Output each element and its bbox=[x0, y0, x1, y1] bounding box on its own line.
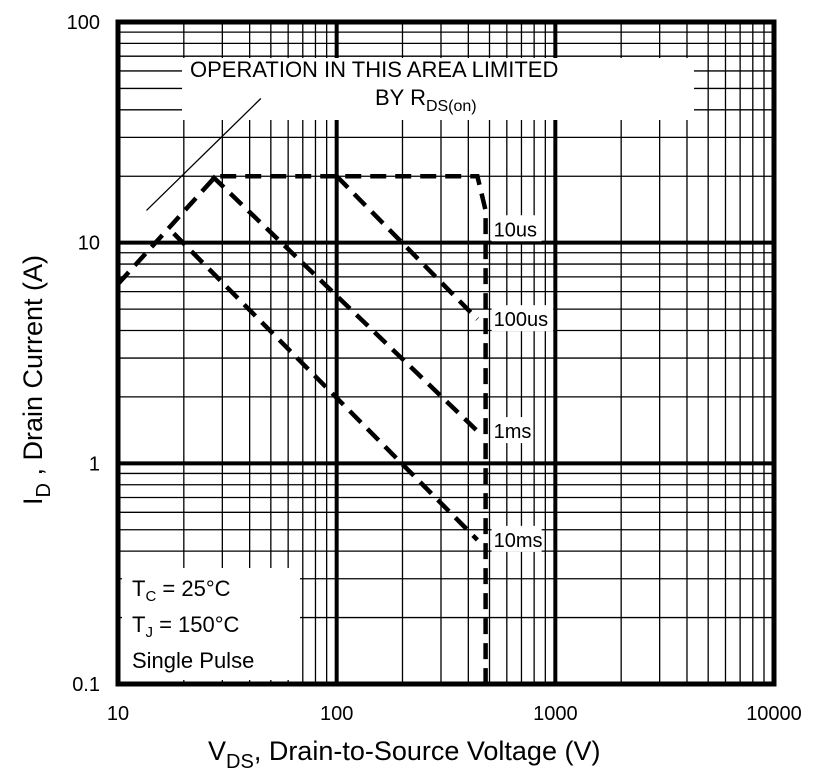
x-axis-title: VDS, Drain-to-Source Voltage (V) bbox=[208, 736, 600, 773]
curve-10us bbox=[116, 173, 488, 684]
y-axis-title: ID , Drain Current (A) bbox=[18, 255, 55, 505]
curve-label-bg bbox=[491, 215, 542, 242]
annotation-box bbox=[182, 58, 694, 120]
rds-on-limit-line bbox=[146, 98, 262, 211]
rds-on-line bbox=[146, 98, 262, 211]
curve-label-100us: 100us bbox=[494, 309, 549, 331]
x-tick-labels: 10 100 1000 10000 bbox=[107, 703, 802, 725]
annotation-line2-sub: DS(on) bbox=[426, 98, 477, 115]
conditions-box bbox=[122, 568, 300, 680]
curve-100us bbox=[335, 174, 480, 321]
curve-label-10us: 10us bbox=[494, 219, 537, 241]
y-tick-label: 0.1 bbox=[72, 674, 100, 696]
y-tick-label: 1 bbox=[89, 453, 100, 475]
x-tick-label: 100 bbox=[320, 703, 353, 725]
curve-label-bg bbox=[491, 305, 554, 332]
y-tick-label: 100 bbox=[67, 12, 100, 34]
curve-label-bg bbox=[491, 417, 531, 444]
condition-tc: TC = 25°C bbox=[132, 576, 231, 605]
curve-label-bg bbox=[491, 525, 542, 552]
plot-frame bbox=[115, 19, 777, 687]
curve-1ms bbox=[210, 174, 479, 433]
grid bbox=[116, 22, 774, 686]
curve-label-1ms: 1ms bbox=[494, 421, 532, 443]
annotation-line2: BY RDS(on) bbox=[375, 85, 477, 115]
x-tick-label: 1000 bbox=[533, 703, 578, 725]
annotation-line1: OPERATION IN THIS AREA LIMITED bbox=[190, 57, 558, 82]
curves bbox=[116, 173, 488, 684]
condition-tj: TJ = 150°C bbox=[132, 612, 240, 641]
curve-10ms bbox=[172, 231, 479, 542]
curve-label-10ms: 10ms bbox=[494, 530, 543, 552]
x-tick-label: 10000 bbox=[746, 703, 802, 725]
condition-pulse: Single Pulse bbox=[132, 648, 254, 673]
y-tick-label: 10 bbox=[78, 233, 100, 255]
y-tick-labels: 100 10 1 0.1 bbox=[67, 12, 100, 696]
x-tick-label: 10 bbox=[107, 703, 129, 725]
curve-labels: 10us 100us 1ms 10ms bbox=[491, 215, 554, 552]
